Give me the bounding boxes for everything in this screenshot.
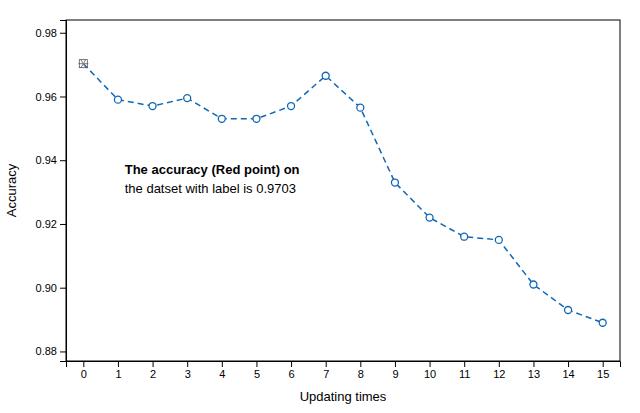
x-tick-label: 15	[597, 368, 609, 380]
x-tick-label: 14	[562, 368, 574, 380]
data-point	[149, 103, 156, 110]
data-point	[599, 319, 606, 326]
data-point	[218, 115, 225, 122]
x-tick-mark	[153, 361, 154, 367]
x-tick: 0	[81, 361, 87, 380]
x-tick-mark	[291, 361, 292, 367]
y-axis-title: Accuracy	[4, 163, 19, 217]
x-axis-line	[67, 362, 621, 368]
data-line	[83, 64, 602, 323]
x-tick-label: 0	[81, 368, 87, 380]
data-point	[495, 236, 502, 243]
x-tick: 15	[597, 361, 609, 380]
start-point-stroke	[81, 59, 86, 68]
y-tick: 0.90	[36, 282, 66, 294]
y-tick-mark	[60, 160, 66, 161]
x-tick: 10	[424, 361, 436, 380]
data-point	[114, 96, 121, 103]
y-tick: 0.94	[36, 154, 66, 166]
x-tick-label: 1	[115, 368, 121, 380]
y-tick: 0.96	[36, 91, 66, 103]
x-axis: 0123456789101112131415	[67, 361, 621, 380]
y-tick-label: 0.88	[36, 345, 57, 357]
x-tick-label: 5	[254, 368, 260, 380]
x-tick-label: 4	[219, 368, 225, 380]
x-tick-mark	[83, 361, 84, 367]
x-tick-mark	[568, 361, 569, 367]
y-tick-mark	[60, 351, 66, 352]
x-tick: 8	[358, 361, 364, 380]
data-point	[530, 281, 537, 288]
x-tick: 6	[289, 361, 295, 380]
x-tick-label: 6	[289, 368, 295, 380]
x-tick-mark	[222, 361, 223, 367]
data-point	[426, 214, 433, 221]
x-tick-mark	[360, 361, 361, 367]
chart: 01234567891011121314150.880.900.920.940.…	[0, 0, 640, 413]
x-tick-label: 3	[185, 368, 191, 380]
x-tick-label: 2	[150, 368, 156, 380]
x-tick: 12	[493, 361, 505, 380]
y-tick-mark	[60, 33, 66, 34]
x-tick-label: 11	[459, 368, 470, 380]
x-tick-mark	[326, 361, 327, 367]
y-tick-mark	[60, 224, 66, 225]
data-point	[253, 115, 260, 122]
x-tick: 2	[150, 361, 156, 380]
y-tick-label: 0.96	[36, 91, 57, 103]
start-point-stroke	[81, 59, 86, 68]
plot-area	[78, 59, 606, 326]
y-tick-mark	[60, 288, 66, 289]
y-axis: 0.88 0.90 0.92 0.94 0.96 0.98	[36, 21, 67, 362]
x-tick-mark	[603, 361, 604, 367]
x-tick-label: 8	[358, 368, 364, 380]
data-point	[357, 104, 364, 111]
x-tick-label: 7	[323, 368, 329, 380]
x-tick: 14	[562, 361, 574, 380]
x-tick-mark	[499, 361, 500, 367]
y-tick-mark	[60, 96, 66, 97]
data-point	[288, 103, 295, 110]
x-tick-label: 13	[528, 368, 540, 380]
x-tick-label: 9	[392, 368, 398, 380]
annotation: The accuracy (Red point) on	[125, 162, 300, 177]
x-tick-mark	[430, 361, 431, 367]
x-tick-label: 12	[493, 368, 505, 380]
x-tick-mark	[187, 361, 188, 367]
data-point	[461, 233, 468, 240]
start-point	[78, 59, 88, 68]
y-tick-label: 0.92	[36, 218, 57, 230]
y-tick-label: 0.98	[36, 27, 57, 39]
data-point	[565, 307, 572, 314]
annotation: the datset with label is 0.9703	[125, 181, 296, 196]
y-tick: 0.98	[36, 27, 66, 39]
x-tick-mark	[118, 361, 119, 367]
x-tick-label: 10	[424, 368, 436, 380]
y-tick-label: 0.94	[36, 154, 57, 166]
data-point	[391, 179, 398, 186]
x-tick-mark	[256, 361, 257, 367]
x-tick: 1	[115, 361, 121, 380]
x-tick-mark	[464, 361, 465, 367]
x-axis-title: Updating times	[300, 389, 387, 404]
x-tick: 7	[323, 361, 329, 380]
x-tick: 4	[219, 361, 225, 380]
data-point	[184, 95, 191, 102]
y-axis-line	[60, 21, 67, 362]
x-tick-mark	[533, 361, 534, 367]
start-point-box	[79, 60, 87, 68]
x-tick: 9	[392, 361, 398, 380]
x-tick-mark	[395, 361, 396, 367]
y-tick: 0.88	[36, 345, 66, 357]
plot-frame	[66, 20, 620, 361]
x-tick: 5	[254, 361, 260, 380]
x-tick: 3	[185, 361, 191, 380]
data-point	[322, 72, 329, 79]
x-tick: 11	[459, 361, 470, 380]
x-tick: 13	[528, 361, 540, 380]
y-tick: 0.92	[36, 218, 66, 230]
y-tick-label: 0.90	[36, 282, 57, 294]
